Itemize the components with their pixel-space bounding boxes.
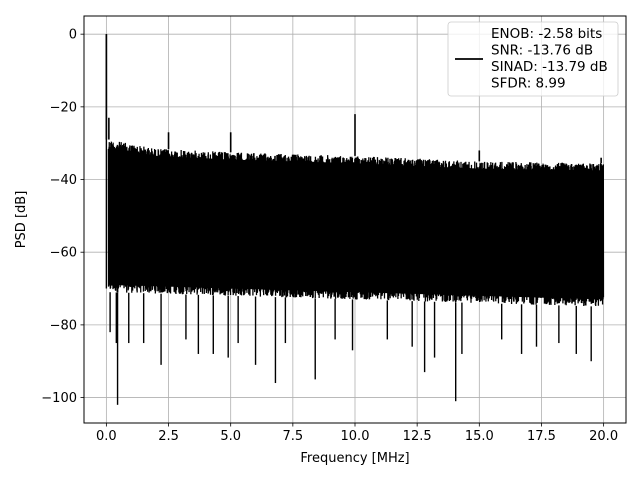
x-tick-label: 5.0 — [220, 429, 241, 444]
y-tick-label: −80 — [50, 318, 77, 333]
y-tick-label: −100 — [41, 391, 77, 406]
legend-box — [447, 21, 619, 97]
legend-entry-line: SFDR: 8.99 — [491, 76, 566, 92]
axis-ticks: 0.0 2.5 5.0 7.5 10.0 12.5 15.0 17.5 20.0 0 −20 −40 −… — [41, 28, 618, 444]
x-tick-label: 10.0 — [341, 429, 370, 444]
psd-trace — [105, 34, 605, 405]
x-tick-label: 15.0 — [465, 429, 494, 444]
x-tick-label: 20.0 — [589, 429, 618, 444]
y-tick-label: −20 — [50, 100, 77, 115]
y-tick-label: −60 — [50, 246, 77, 261]
psd-noise-band — [108, 146, 604, 300]
x-axis-label: Frequency [MHz] — [300, 451, 409, 466]
legend-entry-line: ENOB: -2.58 bits — [491, 26, 602, 42]
y-axis-label: PSD [dB] — [14, 191, 29, 249]
x-tick-label: 7.5 — [283, 429, 304, 444]
x-tick-label: 0.0 — [96, 429, 117, 444]
legend-entry-line: SNR: -13.76 dB — [491, 43, 593, 59]
legend-entry-line: SINAD: -13.79 dB — [491, 59, 608, 75]
x-tick-label: 17.5 — [527, 429, 556, 444]
x-tick-label: 12.5 — [403, 429, 432, 444]
x-tick-label: 2.5 — [158, 429, 179, 444]
y-tick-label: −40 — [50, 173, 77, 188]
y-tick-label: 0 — [69, 28, 77, 43]
